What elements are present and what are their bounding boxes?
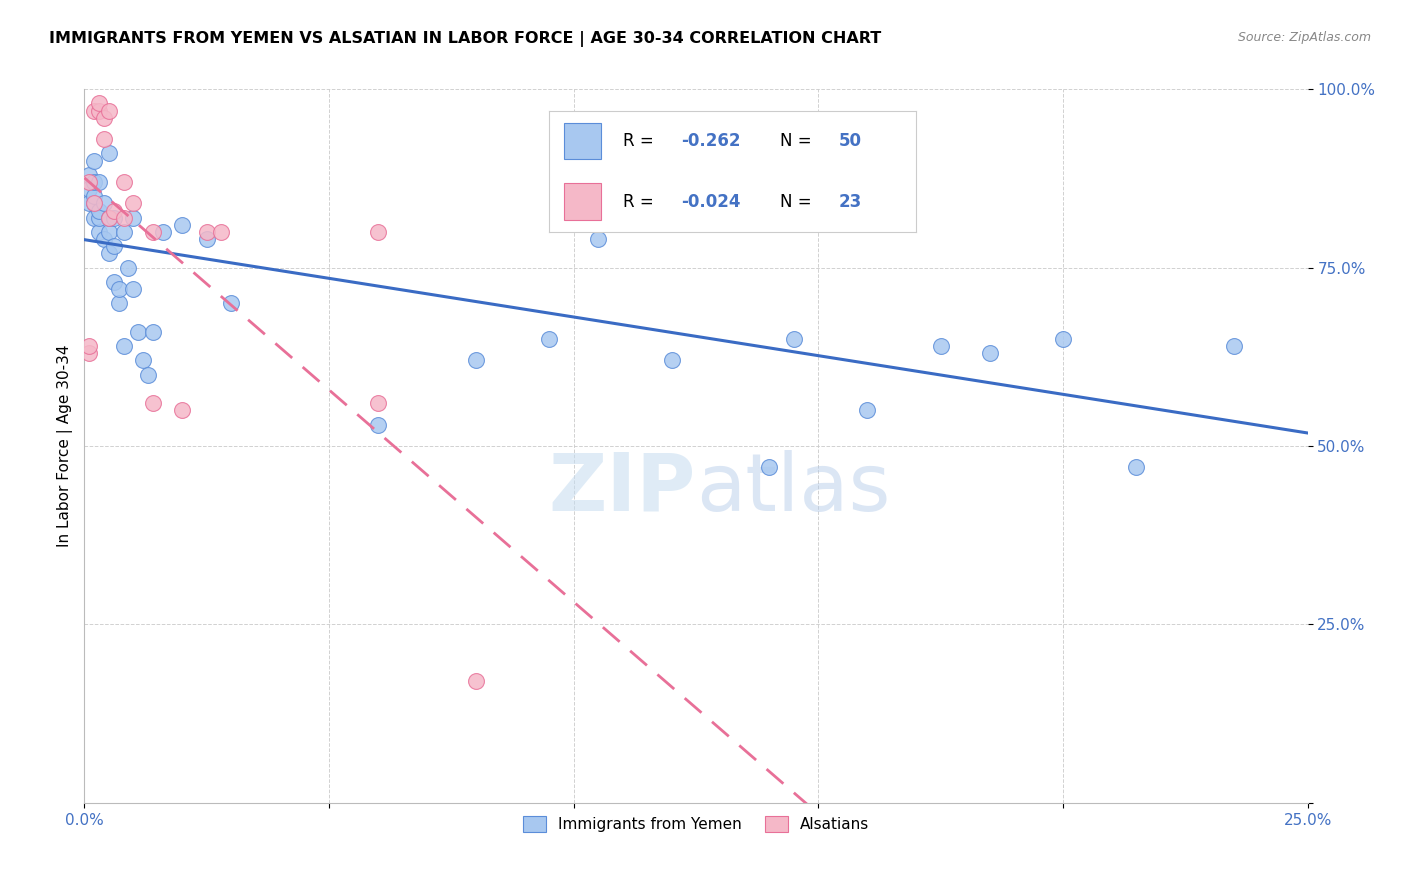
Point [142,396,165,410]
Point [979,346,1001,360]
Point [172,403,194,417]
Point [93,132,115,146]
Point [367,225,389,239]
Point [83,103,105,118]
Point [464,353,486,368]
Point [1052,332,1074,346]
Point [464,674,486,689]
Point [929,339,952,353]
Point [77,175,100,189]
Point [103,203,125,218]
Point [367,417,389,432]
Point [77,196,100,211]
Point [83,196,105,211]
Point [87,96,110,111]
Point [77,182,100,196]
Point [112,211,135,225]
Point [103,275,125,289]
Point [195,232,218,246]
Text: IMMIGRANTS FROM YEMEN VS ALSATIAN IN LABOR FORCE | AGE 30-34 CORRELATION CHART: IMMIGRANTS FROM YEMEN VS ALSATIAN IN LAB… [49,31,882,47]
Point [87,211,110,225]
Point [1223,339,1246,353]
Text: Source: ZipAtlas.com: Source: ZipAtlas.com [1237,31,1371,45]
Point [562,196,585,211]
Point [87,103,110,118]
Point [661,353,683,368]
Point [209,225,232,239]
Point [77,168,100,182]
Point [195,225,218,239]
Point [538,332,561,346]
Point [83,153,105,168]
Point [219,296,242,310]
Text: ZIP: ZIP [548,450,696,528]
Point [112,175,135,189]
Point [172,218,194,232]
Point [97,246,120,260]
Point [117,260,139,275]
Text: atlas: atlas [696,450,890,528]
Point [77,339,100,353]
Point [83,189,105,203]
Point [93,232,115,246]
Point [112,339,135,353]
Point [142,325,165,339]
Point [87,203,110,218]
Point [93,111,115,125]
Point [97,146,120,161]
Point [136,368,159,382]
Point [87,175,110,189]
Point [142,225,165,239]
Point [856,403,879,417]
Point [112,225,135,239]
Point [122,282,145,296]
Point [77,346,100,360]
Point [87,225,110,239]
Point [586,232,609,246]
Point [103,239,125,253]
Point [83,196,105,211]
Point [132,353,155,368]
Y-axis label: In Labor Force | Age 30-34: In Labor Force | Age 30-34 [58,344,73,548]
Point [783,332,806,346]
Point [107,296,129,310]
Legend: Immigrants from Yemen, Alsatians: Immigrants from Yemen, Alsatians [517,810,875,838]
Point [122,196,145,211]
Point [97,225,120,239]
Point [1125,460,1147,475]
Point [97,211,120,225]
Point [83,211,105,225]
Point [152,225,174,239]
Point [97,103,120,118]
Point [97,211,120,225]
Point [122,211,145,225]
Point [83,175,105,189]
Point [93,196,115,211]
Point [103,211,125,225]
Point [107,282,129,296]
Point [758,460,780,475]
Point [367,396,389,410]
Point [127,325,149,339]
